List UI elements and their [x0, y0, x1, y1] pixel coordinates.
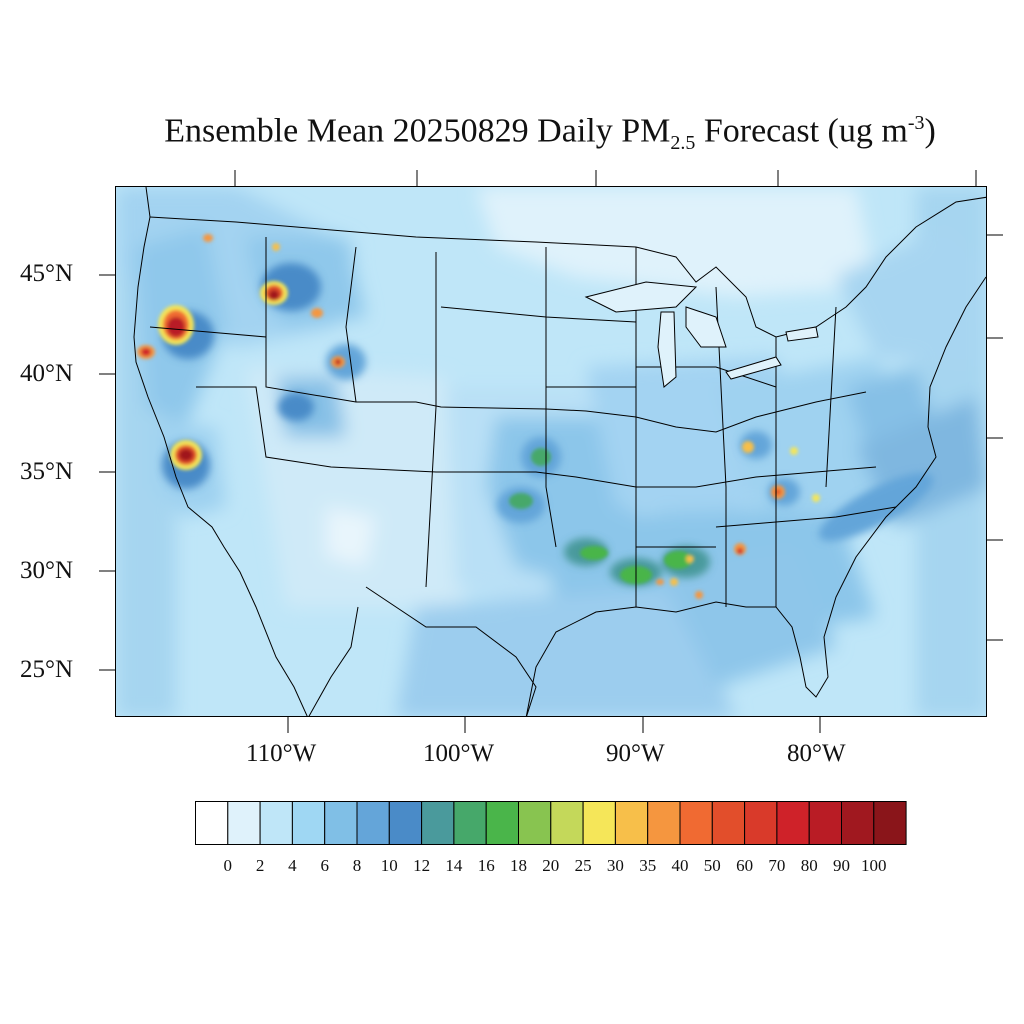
- colorbar-box: [227, 801, 261, 845]
- map-title: Ensemble Mean 20250829 Daily PM2.5 Forec…: [0, 112, 1024, 155]
- colorbar-tick-label: 90: [833, 856, 850, 875]
- state-meridian-lines: [265, 237, 837, 607]
- colorbar-tick-label: 60: [736, 856, 754, 875]
- colorbar-box: [485, 801, 520, 845]
- lake-superior: [584, 281, 698, 313]
- title-subscript: 2.5: [670, 132, 696, 155]
- colorbar-tick-label: 50: [703, 856, 721, 875]
- regional-fields: [116, 187, 986, 716]
- lon-label-80w: 80°W: [787, 740, 846, 767]
- colorbar-box: [259, 801, 293, 845]
- colorbar-tick-label: 6: [320, 856, 329, 875]
- colorbar-box: [679, 801, 713, 845]
- colorbar-tick-label: 70: [768, 856, 786, 875]
- colorbar-tick-label: 100: [861, 856, 887, 875]
- colorbar-box: [421, 801, 455, 845]
- colorbar-tick-label: 12: [413, 856, 431, 875]
- great-lakes: [584, 281, 819, 388]
- title-suffix: ): [924, 112, 936, 150]
- title-middle: Forecast (ug m: [695, 112, 908, 150]
- lon-label-110w: 110°W: [246, 740, 317, 767]
- colorbar-tick-label: 10: [380, 856, 398, 875]
- colorbar-tick-label: 18: [510, 856, 527, 875]
- colorbar-box: [356, 801, 390, 845]
- colorbar-tick-label: 20: [542, 856, 560, 875]
- colorbar-box: [324, 801, 358, 845]
- boundaries: [133, 187, 986, 716]
- baja-coastline: [308, 606, 359, 716]
- colorbar-tick-label: 30: [606, 856, 624, 875]
- state-line-2: [196, 386, 877, 488]
- lon-label-100w: 100°W: [423, 740, 495, 767]
- colorbar-tick-label: 25: [574, 856, 592, 875]
- state-line-1: [149, 326, 867, 433]
- title-prefix: Ensemble Mean 20250829 Daily PM: [164, 112, 671, 150]
- lake-ontario: [785, 326, 819, 342]
- colorbar-box: [647, 801, 681, 845]
- lat-label-35n: 35°N: [20, 458, 74, 485]
- colorbar-box: [873, 801, 907, 845]
- lake-erie: [725, 356, 782, 380]
- colorbar-box: [808, 801, 843, 845]
- colorbar-box: [841, 801, 875, 845]
- mexico-border: [365, 586, 537, 716]
- colorbar-box: [711, 801, 746, 845]
- canada-border: [149, 216, 637, 248]
- colorbar-tick-label: 2: [255, 856, 265, 875]
- lat-label-30n: 30°N: [20, 557, 74, 584]
- pacific-coastline: [133, 187, 308, 716]
- lat-label-40n: 40°N: [20, 360, 74, 387]
- colorbar-tick-label: 40: [671, 856, 689, 875]
- colorbar-tick-label: 35: [639, 856, 657, 875]
- state-interior-lines: [440, 306, 897, 548]
- colorbar-box: [614, 801, 649, 845]
- colorbar-box: [291, 801, 326, 845]
- colorbar-tick-label: 80: [800, 856, 818, 875]
- lon-label-90w: 90°W: [606, 740, 665, 767]
- lat-label-45n: 45°N: [20, 260, 74, 287]
- colorbar: [195, 801, 907, 845]
- colorbar-box: [582, 801, 616, 845]
- map-panel: [115, 186, 987, 717]
- title-superscript: -3: [907, 112, 925, 134]
- colorbar-tick-label: 8: [352, 856, 362, 875]
- colorbar-tick-label: 14: [445, 856, 463, 875]
- colorbar-tick-label: 0: [223, 856, 233, 875]
- colorbar-box: [518, 801, 552, 845]
- pm25-map: [116, 187, 986, 716]
- colorbar-box: [550, 801, 584, 845]
- colorbar-box: [776, 801, 810, 845]
- lake-huron: [685, 306, 727, 348]
- lake-michigan: [657, 311, 677, 388]
- colorbar-tick-label: 4: [288, 856, 297, 875]
- colorbar-tick-label: 16: [477, 856, 495, 875]
- colorbar-box: [388, 801, 423, 845]
- colorbar-box: [744, 801, 778, 845]
- colorbar-box: [453, 801, 487, 845]
- lat-label-25n: 25°N: [20, 656, 74, 683]
- colorbar-box: [195, 801, 229, 845]
